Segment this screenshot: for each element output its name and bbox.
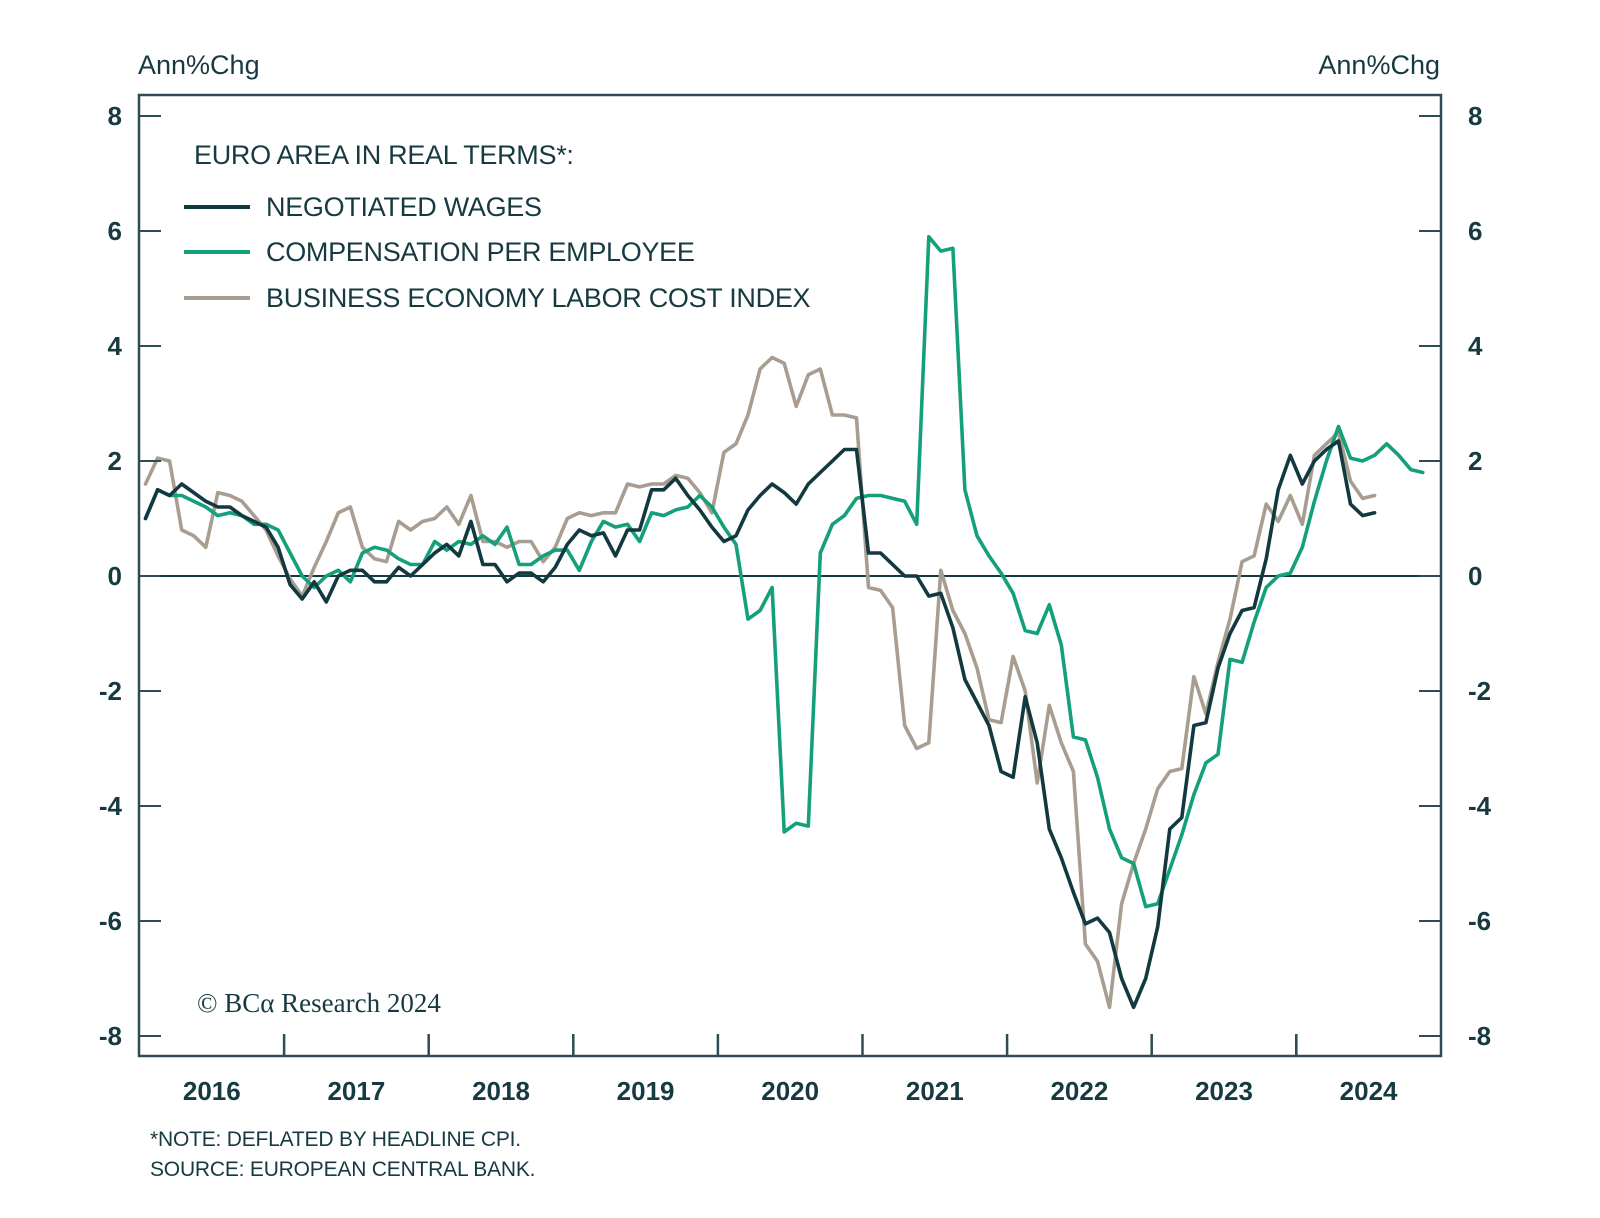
y-tick-label-left: -6: [99, 906, 122, 936]
series-line-negotiated-wages: [143, 439, 1377, 1010]
y-tick-label-right: 8: [1468, 101, 1482, 131]
x-tick-label: 2021: [906, 1076, 964, 1106]
y-tick-label-left: 4: [108, 331, 123, 361]
x-tick-label: 2017: [327, 1076, 385, 1106]
legend-item-negotiated-wages: NEGOTIATED WAGES: [184, 192, 542, 222]
right-axis-unit-label: Ann%Chg: [1318, 50, 1440, 80]
y-tick-label-left: 0: [108, 561, 122, 591]
y-axis-left: -8 -6 -4 -2 0 2 4 6 8: [99, 101, 161, 1051]
legend-label: BUSINESS ECONOMY LABOR COST INDEX: [266, 282, 811, 313]
series-line-compensation-per-employee: [143, 235, 1425, 909]
y-tick-label-left: 2: [108, 446, 122, 476]
y-tick-label-left: 6: [108, 216, 122, 246]
series-layer: [143, 235, 1425, 1010]
legend-title: EURO AREA IN REAL TERMS*:: [194, 140, 574, 170]
y-tick-label-left: -8: [99, 1021, 122, 1051]
legend-item-labor-cost-index: BUSINESS ECONOMY LABOR COST INDEX: [184, 282, 811, 313]
y-axis-right: -8 -6 -4 -2 0 2 4 6 8: [1419, 101, 1492, 1051]
y-tick-label-right: 2: [1468, 446, 1482, 476]
x-tick-label: 2022: [1050, 1076, 1108, 1106]
x-tick-label: 2016: [183, 1076, 241, 1106]
x-tick-label: 2024: [1340, 1076, 1398, 1106]
y-tick-label-left: 8: [108, 101, 122, 131]
x-tick-label: 2018: [472, 1076, 530, 1106]
y-tick-label-right: -8: [1468, 1021, 1491, 1051]
footnote-note: *NOTE: DEFLATED BY HEADLINE CPI.: [150, 1128, 521, 1151]
y-tick-label-right: -6: [1468, 906, 1491, 936]
legend-swatch-labor-cost-index: [184, 296, 250, 300]
left-axis-unit-label: Ann%Chg: [138, 50, 260, 80]
y-tick-label-right: -2: [1468, 676, 1491, 706]
y-tick-label-left: -4: [99, 791, 123, 821]
legend-label: NEGOTIATED WAGES: [266, 191, 542, 222]
y-tick-label-right: 0: [1468, 561, 1482, 591]
y-tick-label-right: 4: [1468, 331, 1483, 361]
legend-swatch-negotiated-wages: [184, 205, 250, 209]
x-tick-label: 2020: [761, 1076, 819, 1106]
legend-item-compensation-per-employee: COMPENSATION PER EMPLOYEE: [184, 237, 695, 267]
y-tick-label-left: -2: [99, 676, 122, 706]
x-tick-label: 2023: [1195, 1076, 1253, 1106]
footnote-source: SOURCE: EUROPEAN CENTRAL BANK.: [150, 1158, 536, 1181]
x-tick-label: 2019: [617, 1076, 675, 1106]
y-tick-label-right: -4: [1468, 791, 1492, 821]
legend-swatch-compensation-per-employee: [184, 250, 250, 254]
legend-label: COMPENSATION PER EMPLOYEE: [266, 236, 695, 267]
y-tick-label-right: 6: [1468, 216, 1482, 246]
copyright-annotation: © BCα Research 2024: [197, 988, 441, 1018]
series-line-business-economy-labor-cost-index: [143, 355, 1377, 1010]
x-axis: 2016 2017 2018 2019 2020 2021 2022 2023 2024: [183, 1034, 1398, 1106]
